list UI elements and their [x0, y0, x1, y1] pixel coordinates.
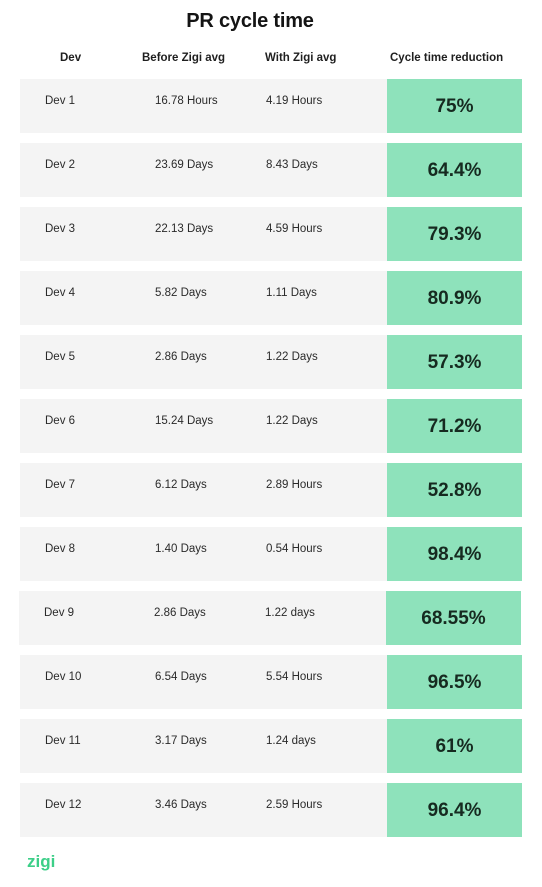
- row-background: [20, 719, 390, 773]
- cell-dev: Dev 10: [45, 671, 82, 683]
- cell-cycle-time-reduction: 61%: [387, 719, 522, 773]
- cell-with-zigi: 1.24 days: [266, 735, 316, 747]
- cell-cycle-time-reduction: 96.4%: [387, 783, 522, 837]
- header-with-zigi: With Zigi avg: [265, 52, 337, 64]
- cell-before-zigi: 23.69 Days: [155, 159, 214, 171]
- cell-before-zigi: 15.24 Days: [155, 415, 214, 427]
- cell-before-zigi: 3.46 Days: [155, 799, 207, 811]
- row-background: [20, 463, 390, 517]
- cell-with-zigi: 2.59 Hours: [266, 799, 323, 811]
- row-background: [20, 143, 390, 197]
- cell-cycle-time-reduction: 96.5%: [387, 655, 522, 709]
- cell-with-zigi: 5.54 Hours: [266, 671, 323, 683]
- cell-with-zigi: 0.54 Hours: [266, 543, 323, 555]
- table-row: Dev 1 16.78 Hours 4.19 Hours 75%: [20, 79, 522, 133]
- cell-cycle-time-reduction: 71.2%: [387, 399, 522, 453]
- table-row: Dev 9 2.86 Days 1.22 days 68.55%: [19, 591, 521, 645]
- cell-cycle-time-reduction: 64.4%: [387, 143, 522, 197]
- cell-cycle-time-reduction: 68.55%: [386, 591, 521, 645]
- cell-cycle-time-reduction: 52.8%: [387, 463, 522, 517]
- cell-dev: Dev 11: [45, 735, 81, 747]
- page-title: PR cycle time: [186, 10, 314, 32]
- cell-before-zigi: 16.78 Hours: [155, 95, 218, 107]
- row-background: [19, 591, 389, 645]
- cell-before-zigi: 6.12 Days: [155, 479, 207, 491]
- cell-dev: Dev 1: [45, 95, 76, 107]
- cell-cycle-time-reduction: 79.3%: [387, 207, 522, 261]
- cell-with-zigi: 1.11 Days: [266, 287, 317, 299]
- cell-cycle-time-reduction: 98.4%: [387, 527, 522, 581]
- cell-with-zigi: 1.22 days: [265, 607, 315, 619]
- zigi-logo: zigi: [27, 852, 63, 879]
- cell-dev: Dev 4: [45, 287, 76, 299]
- cell-before-zigi: 22.13 Days: [155, 223, 214, 235]
- data-table: Dev 1 16.78 Hours 4.19 Hours 75% Dev 2 23.69 …: [19, 79, 522, 847]
- cell-with-zigi: 4.19 Hours: [266, 95, 323, 107]
- row-background: [20, 79, 390, 133]
- table-row: Dev 4 5.82 Days 1.11 Days 80.9%: [20, 271, 522, 325]
- cell-dev: Dev 8: [45, 543, 76, 555]
- row-background: [20, 271, 390, 325]
- cell-before-zigi: 5.82 Days: [155, 287, 207, 299]
- cell-before-zigi: 2.86 Days: [154, 607, 206, 619]
- table-row: Dev 5 2.86 Days 1.22 Days 57.3%: [20, 335, 522, 389]
- table-row: Dev 3 22.13 Days 4.59 Hours 79.3%: [20, 207, 522, 261]
- row-background: [20, 527, 390, 581]
- cell-with-zigi: 2.89 Hours: [266, 479, 323, 491]
- cell-before-zigi: 3.17 Days: [155, 735, 207, 747]
- cell-with-zigi: 1.22 Days: [266, 351, 318, 363]
- cell-dev: Dev 7: [45, 479, 76, 491]
- table-row: Dev 2 23.69 Days 8.43 Days 64.4%: [20, 143, 522, 197]
- cell-cycle-time-reduction: 80.9%: [387, 271, 522, 325]
- row-background: [20, 399, 390, 453]
- header-dev: Dev: [60, 52, 82, 64]
- cell-dev: Dev 2: [45, 159, 76, 171]
- table-row: Dev 12 3.46 Days 2.59 Hours 96.4%: [20, 783, 522, 837]
- cell-before-zigi: 6.54 Days: [155, 671, 207, 683]
- cell-dev: Dev 3: [45, 223, 76, 235]
- row-background: [20, 207, 390, 261]
- cell-with-zigi: 4.59 Hours: [266, 223, 323, 235]
- row-background: [20, 335, 390, 389]
- table-row: Dev 7 6.12 Days 2.89 Hours 52.8%: [20, 463, 522, 517]
- cell-before-zigi: 2.86 Days: [155, 351, 207, 363]
- cell-dev: Dev 5: [45, 351, 76, 363]
- zigi-logo-mark: zigi: [27, 852, 55, 871]
- svg-text:zigi: zigi: [27, 852, 55, 871]
- table-row: Dev 6 15.24 Days 1.22 Days 71.2%: [20, 399, 522, 453]
- row-background: [20, 655, 390, 709]
- cell-cycle-time-reduction: 57.3%: [387, 335, 522, 389]
- row-background: [20, 783, 390, 837]
- header-cycle-time-reduction: Cycle time reduction: [390, 52, 504, 64]
- table-row: Dev 8 1.40 Days 0.54 Hours 98.4%: [20, 527, 522, 581]
- cell-with-zigi: 8.43 Days: [266, 159, 318, 171]
- cell-dev: Dev 6: [45, 415, 76, 427]
- header-before-zigi: Before Zigi avg: [142, 52, 226, 64]
- cell-cycle-time-reduction: 75%: [387, 79, 522, 133]
- cell-before-zigi: 1.40 Days: [155, 543, 207, 555]
- table-row: Dev 11 3.17 Days 1.24 days 61%: [20, 719, 522, 773]
- table-row: Dev 10 6.54 Days 5.54 Hours 96.5%: [20, 655, 522, 709]
- cell-with-zigi: 1.22 Days: [266, 415, 318, 427]
- cell-dev: Dev 12: [45, 799, 82, 811]
- cell-dev: Dev 9: [44, 607, 75, 619]
